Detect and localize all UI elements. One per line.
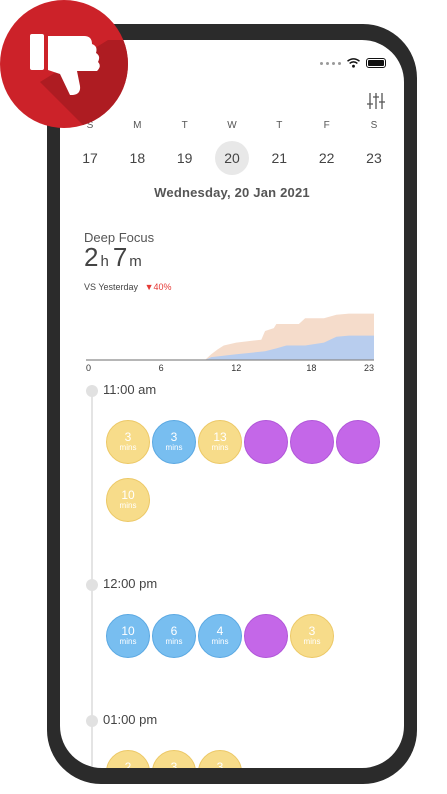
session-value: 3 — [170, 430, 178, 444]
weekday-label: F — [323, 120, 330, 131]
timeline-time: 11:00 am — [103, 382, 157, 397]
weekday-label: S — [86, 120, 94, 131]
date-22[interactable]: 22 — [318, 150, 335, 166]
session-bubble[interactable]: 10 mins — [106, 478, 150, 522]
session-value: 3 — [124, 430, 132, 444]
date-19[interactable]: 19 — [176, 150, 193, 166]
minutes-unit: m — [129, 253, 142, 270]
date-17[interactable]: 17 — [82, 150, 98, 166]
week-strip: S M T W T F S 17 18 19 20 21 22 23 — [70, 120, 394, 175]
chart-area-series-1 — [86, 335, 374, 360]
session-value: 3 — [170, 760, 178, 768]
timeline-time: 12:00 pm — [103, 576, 158, 591]
weekday-label: T — [276, 120, 283, 131]
timeline-time: 01:00 pm — [103, 712, 158, 727]
change-indicator: ▼40% — [145, 282, 172, 292]
x-tick-label: 23 — [364, 363, 374, 373]
session-value: 6 — [170, 624, 178, 638]
focus-label: Deep Focus — [84, 230, 155, 245]
weekday-label: S — [370, 120, 378, 131]
thumbs-down-badge — [0, 0, 128, 128]
thumbs-down-icon — [30, 34, 128, 128]
selected-date-title: Wednesday, 20 Jan 2021 — [154, 185, 310, 200]
session-group: 2mins3mins3mins — [106, 750, 386, 768]
down-arrow-icon: ▼ — [144, 282, 154, 292]
session-bubble[interactable] — [244, 420, 288, 464]
weekday-label: W — [227, 120, 237, 131]
comparison-row: VS Yesterday ▼40% — [84, 282, 172, 292]
session-unit: mins — [165, 637, 183, 647]
session-bubble[interactable]: 6 mins — [152, 614, 196, 658]
session-value: 3 — [216, 760, 224, 768]
session-group: 10 mins 6 mins 4 mins 3 mins — [106, 614, 386, 658]
change-value: 40% — [153, 282, 172, 292]
focus-area-chart: 0 6 12 18 23 — [86, 313, 374, 373]
x-tick-label: 0 — [86, 363, 91, 373]
timeline-dot — [86, 385, 98, 397]
date-20[interactable]: 20 — [214, 141, 249, 175]
date-23[interactable]: 23 — [366, 150, 382, 166]
date-18[interactable]: 18 — [129, 150, 146, 166]
session-bubble[interactable]: 2mins — [106, 750, 150, 768]
session-group: 3 mins 3 mins 13 mins 10 mins — [106, 420, 386, 522]
session-value: 10 — [121, 488, 135, 502]
timeline-dot — [86, 579, 98, 591]
session-value: 3 — [308, 624, 316, 638]
session-value: 13 — [213, 430, 227, 444]
session-unit: mins — [119, 637, 137, 647]
session-bubble[interactable] — [290, 420, 334, 464]
session-unit: mins — [119, 501, 137, 511]
session-unit: mins — [119, 443, 137, 453]
session-bubble[interactable]: 10 mins — [106, 614, 150, 658]
x-tick-label: 12 — [231, 363, 241, 373]
session-unit: mins — [211, 443, 229, 453]
session-bubble[interactable] — [336, 420, 380, 464]
hours-unit: h — [100, 253, 109, 270]
signal-dots-icon — [320, 61, 341, 65]
session-value: 10 — [121, 624, 135, 638]
x-tick-label: 6 — [159, 363, 164, 373]
duration-minutes: 7 — [112, 242, 128, 272]
date-row: 17 18 19 20 21 22 23 — [70, 131, 394, 175]
weekday-label: M — [133, 120, 142, 131]
session-unit: mins — [211, 637, 229, 647]
session-value: 4 — [216, 624, 224, 638]
session-unit: mins — [303, 637, 321, 647]
status-bar — [320, 58, 386, 68]
duration-hours: 2 — [84, 242, 99, 272]
session-bubble[interactable]: 4 mins — [198, 614, 242, 658]
battery-icon — [366, 58, 386, 68]
wifi-icon — [347, 58, 360, 68]
session-unit: mins — [165, 443, 183, 453]
comparison-label: VS Yesterday — [84, 282, 139, 292]
timeline-dot — [86, 715, 98, 727]
weekday-label: T — [181, 120, 188, 131]
date-21[interactable]: 21 — [271, 150, 288, 166]
sliders-icon[interactable] — [366, 92, 386, 110]
session-value: 2 — [124, 760, 132, 768]
session-bubble[interactable]: 13 mins — [198, 420, 242, 464]
session-bubble[interactable] — [244, 614, 288, 658]
x-tick-label: 18 — [306, 363, 316, 373]
